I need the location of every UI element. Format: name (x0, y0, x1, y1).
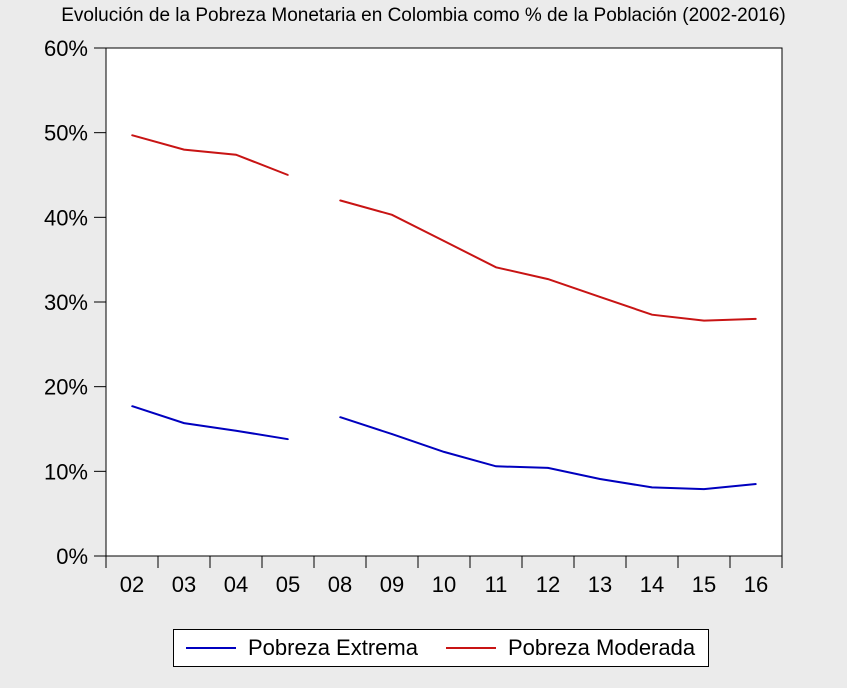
y-tick-label: 10% (44, 459, 88, 484)
x-tick-label: 04 (224, 572, 248, 597)
data-point-pobreza-extrema (131, 405, 133, 407)
data-point-pobreza-moderada (547, 278, 549, 280)
data-point-pobreza-extrema (391, 433, 393, 435)
data-point-pobreza-moderada (495, 266, 497, 269)
data-point-pobreza-moderada (651, 313, 653, 316)
y-tick-label: 30% (44, 290, 88, 315)
y-tick-label: 60% (44, 36, 88, 61)
x-tick-label: 03 (172, 572, 196, 597)
x-tick-label: 05 (276, 572, 300, 597)
data-point-pobreza-moderada (599, 296, 601, 298)
x-tick-label: 16 (744, 572, 768, 597)
x-tick-label: 08 (328, 572, 352, 597)
line-chart: 0% 10% 20% 30% 40% 50% 60% 02 03 04 05 08 09 10 11 12 1… (44, 36, 783, 597)
legend-item-pobreza-moderada: Pobreza Moderada (445, 635, 696, 661)
data-point-pobreza-moderada (443, 240, 445, 242)
data-point-pobreza-moderada (183, 148, 185, 151)
data-point-pobreza-extrema (755, 483, 757, 485)
series-line-pobreza-extrema (131, 405, 289, 441)
x-axis: 02 03 04 05 08 09 10 11 12 13 14 15 16 (105, 556, 783, 597)
data-point-pobreza-extrema (703, 488, 705, 490)
data-point-pobreza-extrema (547, 467, 549, 469)
data-point-pobreza-moderada (131, 134, 133, 137)
data-point-pobreza-extrema (235, 429, 237, 432)
x-tick-label: 02 (120, 572, 144, 597)
data-point-pobreza-extrema (183, 422, 185, 424)
legend-label-pobreza-extrema: Pobreza Extrema (248, 635, 418, 660)
y-tick-label: 40% (44, 205, 88, 230)
y-axis: 0% 10% 20% 30% 40% 50% 60% (44, 36, 106, 569)
data-point-pobreza-moderada (755, 318, 757, 320)
y-tick-label: 20% (44, 375, 88, 400)
series-line-pobreza-moderada (131, 134, 289, 176)
data-point-pobreza-moderada (287, 174, 289, 176)
data-point-pobreza-extrema (287, 438, 289, 440)
data-point-pobreza-extrema (443, 451, 445, 453)
legend-swatch-pobreza-moderada (445, 647, 496, 649)
y-tick-label: 0% (56, 544, 88, 569)
x-tick-label: 12 (536, 572, 560, 597)
plot-area (105, 47, 783, 557)
legend-label-pobreza-moderada: Pobreza Moderada (507, 635, 696, 660)
data-point-pobreza-moderada (235, 153, 237, 156)
x-tick-label: 09 (380, 572, 404, 597)
data-point-pobreza-extrema (339, 416, 341, 418)
x-tick-label: 11 (485, 572, 508, 597)
x-tick-label: 15 (692, 572, 716, 597)
chart-title: Evolución de la Pobreza Monetaria en Col… (61, 5, 786, 26)
x-tick-label: 13 (588, 572, 612, 597)
data-point-pobreza-moderada (703, 319, 705, 322)
data-point-pobreza-extrema (599, 478, 601, 480)
series-layer (131, 134, 757, 491)
data-point-pobreza-extrema (495, 465, 497, 468)
legend-swatch-pobreza-extrema (186, 647, 236, 649)
data-point-pobreza-moderada (391, 213, 393, 216)
data-point-pobreza-moderada (339, 199, 341, 202)
x-tick-label: 10 (432, 572, 456, 597)
x-tick-label: 14 (640, 572, 664, 597)
y-tick-label: 50% (44, 121, 88, 146)
legend-item-pobreza-extrema: Pobreza Extrema (186, 635, 418, 661)
data-point-pobreza-extrema (651, 486, 653, 489)
legend: Pobreza Extrema Pobreza Moderada (173, 629, 709, 667)
